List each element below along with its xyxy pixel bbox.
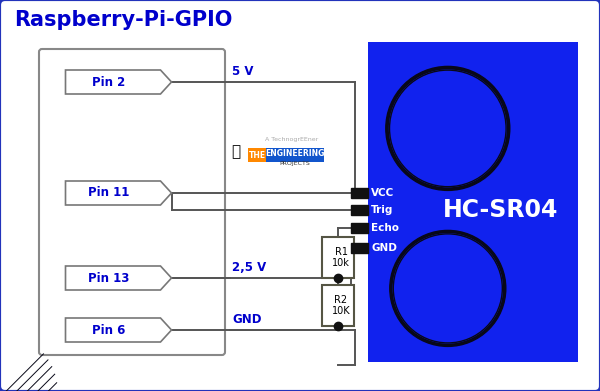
- Bar: [368, 42, 578, 362]
- Text: Pin 2: Pin 2: [92, 75, 125, 88]
- Text: ENGINEERING: ENGINEERING: [265, 149, 325, 158]
- Text: Pin 11: Pin 11: [88, 187, 130, 199]
- Polygon shape: [65, 266, 172, 290]
- Bar: [266, 148, 324, 162]
- Bar: [322, 285, 354, 326]
- Circle shape: [393, 234, 502, 343]
- Text: Echo: Echo: [371, 223, 399, 233]
- Polygon shape: [65, 70, 172, 94]
- Bar: [351, 243, 368, 253]
- Bar: [351, 205, 368, 215]
- Text: PROJECTS: PROJECTS: [280, 161, 310, 167]
- Polygon shape: [65, 318, 172, 342]
- Circle shape: [390, 230, 506, 346]
- Text: R1
10k: R1 10k: [332, 247, 350, 268]
- Bar: [248, 148, 266, 162]
- Text: HC-SR04: HC-SR04: [443, 198, 558, 222]
- Text: A TechnogrEEner: A TechnogrEEner: [265, 138, 319, 142]
- Text: GND: GND: [232, 313, 262, 326]
- Text: Pin 6: Pin 6: [92, 323, 125, 337]
- Circle shape: [386, 66, 510, 190]
- Bar: [322, 237, 354, 278]
- Text: GND: GND: [371, 243, 397, 253]
- Text: Pin 13: Pin 13: [88, 271, 130, 285]
- Text: Raspberry-Pi-GPIO: Raspberry-Pi-GPIO: [14, 10, 232, 30]
- Circle shape: [389, 70, 506, 187]
- Text: VCC: VCC: [371, 188, 394, 198]
- Bar: [351, 223, 368, 233]
- Polygon shape: [65, 181, 172, 205]
- Text: 2,5 V: 2,5 V: [232, 261, 266, 274]
- FancyBboxPatch shape: [39, 49, 225, 355]
- Text: Trig: Trig: [371, 205, 394, 215]
- Text: THE: THE: [248, 151, 266, 160]
- Bar: [351, 188, 368, 198]
- Text: 🤖: 🤖: [232, 145, 241, 160]
- Text: R2
10K: R2 10K: [332, 295, 350, 316]
- Text: 5 V: 5 V: [232, 65, 254, 78]
